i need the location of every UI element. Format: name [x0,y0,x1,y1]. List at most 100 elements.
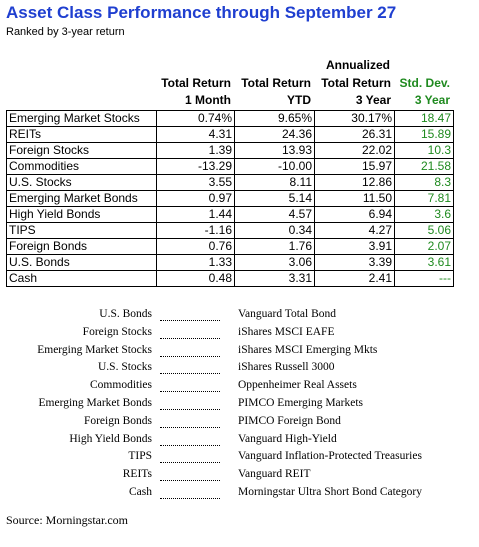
legend-asset: Foreign Stocks [82,325,152,338]
legend-dots [160,480,220,482]
cell: 15.89 [394,126,454,143]
legend-fund: Oppenheimer Real Assets [238,379,357,392]
cell: 11.50 [314,190,395,207]
table-row: U.S. Stocks 3.55 8.11 12.86 8.3 [6,174,454,191]
table-row: Emerging Market Stocks 0.74% 9.65% 30.17% 18… [6,110,454,127]
cell: --- [394,270,454,287]
cell: 8.3 [394,174,454,191]
row-label: High Yield Bonds [6,206,157,223]
legend-fund: iShares Russell 3000 [238,361,335,374]
row-label: Commodities [6,158,157,175]
cell: 3.39 [314,254,395,271]
row-label: REITs [6,126,157,143]
cell: 1.33 [156,254,235,271]
cell: 0.74% [156,110,235,127]
table-row: Emerging Market Bonds 0.97 5.14 11.50 7.81 [6,190,454,207]
legend-dots [160,391,220,393]
cell: 3.6 [394,206,454,223]
cell: 24.36 [234,126,315,143]
row-label: Foreign Stocks [6,142,157,159]
cell: 0.97 [156,190,235,207]
cell: 10.3 [394,142,454,159]
legend-dots [160,409,220,410]
legend-dots [160,462,220,464]
cell: 1.44 [156,206,235,223]
cell: 4.31 [156,126,235,143]
cell: 4.57 [234,206,315,223]
legend-asset: U.S. Stocks [98,361,152,374]
legend-fund: iShares MSCI Emerging Mkts [238,343,378,356]
legend-dots [160,373,220,375]
cell: 6.94 [314,206,395,223]
legend-fund: PIMCO Foreign Bond [238,414,341,427]
title: Asset Class Performance through Septembe… [6,3,397,22]
table-row: U.S. Bonds 1.33 3.06 3.39 3.61 [6,254,454,271]
legend-fund: iShares MSCI EAFE [238,325,335,338]
legend-asset: REITs [122,468,152,481]
legend-dots [160,355,220,357]
column-header: Total Return [321,76,391,90]
cell: 2.41 [314,270,395,287]
legend-dots [160,426,220,428]
source: Source: Morningstar.com [6,513,128,527]
cell: 3.55 [156,174,235,191]
legend-asset: Foreign Bonds [83,414,152,427]
row-label: Emerging Market Bonds [6,190,157,207]
legend-fund: Vanguard Total Bond [238,308,336,320]
cell: 9.65% [234,110,315,127]
performance-table: Emerging Market Stocks 0.74% 9.65% 30.17% 18… [6,110,454,287]
cell: 3.61 [394,254,454,271]
legend-fund: Vanguard REIT [238,468,311,481]
column-header: Total Return [241,76,311,90]
row-label: U.S. Stocks [6,174,157,191]
table-row: Foreign Stocks 1.39 13.93 22.02 10.3 [6,142,454,159]
row-label: Emerging Market Stocks [6,110,157,127]
cell: 4.27 [314,222,395,239]
legend-asset: Emerging Market Stocks [37,343,152,356]
cell: 0.48 [156,270,235,287]
column-header: YTD [287,93,311,107]
legend-asset: Cash [129,486,152,498]
cell: 26.31 [314,126,395,143]
legend-fund: Morningstar Ultra Short Bond Category [238,486,422,498]
row-label: Cash [6,270,157,287]
column-header: 3 Year [414,93,450,107]
table-row: Foreign Bonds 0.76 1.76 3.91 2.07 [6,238,454,255]
cell: 1.39 [156,142,235,159]
cell: 8.11 [234,174,315,191]
table-row: Commodities -13.29 -10.00 15.97 21.58 [6,158,454,175]
cell: 15.97 [314,158,395,175]
cell: 13.93 [234,142,315,159]
cell: 30.17% [314,110,395,127]
column-header: 1 Month [185,93,231,107]
column-header: Std. Dev. [399,76,450,90]
legend-asset: U.S. Bonds [99,308,152,320]
cell: 3.31 [234,270,315,287]
legend-fund: Vanguard Inflation-Protected Treasuries [238,450,422,463]
cell: 2.07 [394,238,454,255]
column-header: 3 Year [355,93,391,107]
subtitle: Ranked by 3-year return [6,26,125,38]
cell: 21.58 [394,158,454,175]
legend-asset: High Yield Bonds [69,432,152,445]
legend-asset: TIPS [128,450,152,463]
cell: -1.16 [156,222,235,239]
legend-dots [160,320,220,321]
column-header: Total Return [161,76,231,90]
cell: 18.47 [394,110,454,127]
legend-dots [160,337,220,339]
table-row: TIPS -1.16 0.34 4.27 5.06 [6,222,454,239]
legend-asset: Emerging Market Bonds [38,397,153,409]
table-row: Cash 0.48 3.31 2.41 --- [6,270,454,287]
cell: 3.06 [234,254,315,271]
table-row: REITs 4.31 24.36 26.31 15.89 [6,126,454,143]
row-label: TIPS [6,222,157,239]
legend-dots [160,444,220,446]
legend-fund: Vanguard High-Yield [238,432,337,445]
cell: 0.76 [156,238,235,255]
cell: 5.14 [234,190,315,207]
table-row: High Yield Bonds 1.44 4.57 6.94 3.6 [6,206,454,223]
cell: 5.06 [394,222,454,239]
cell: 7.81 [394,190,454,207]
